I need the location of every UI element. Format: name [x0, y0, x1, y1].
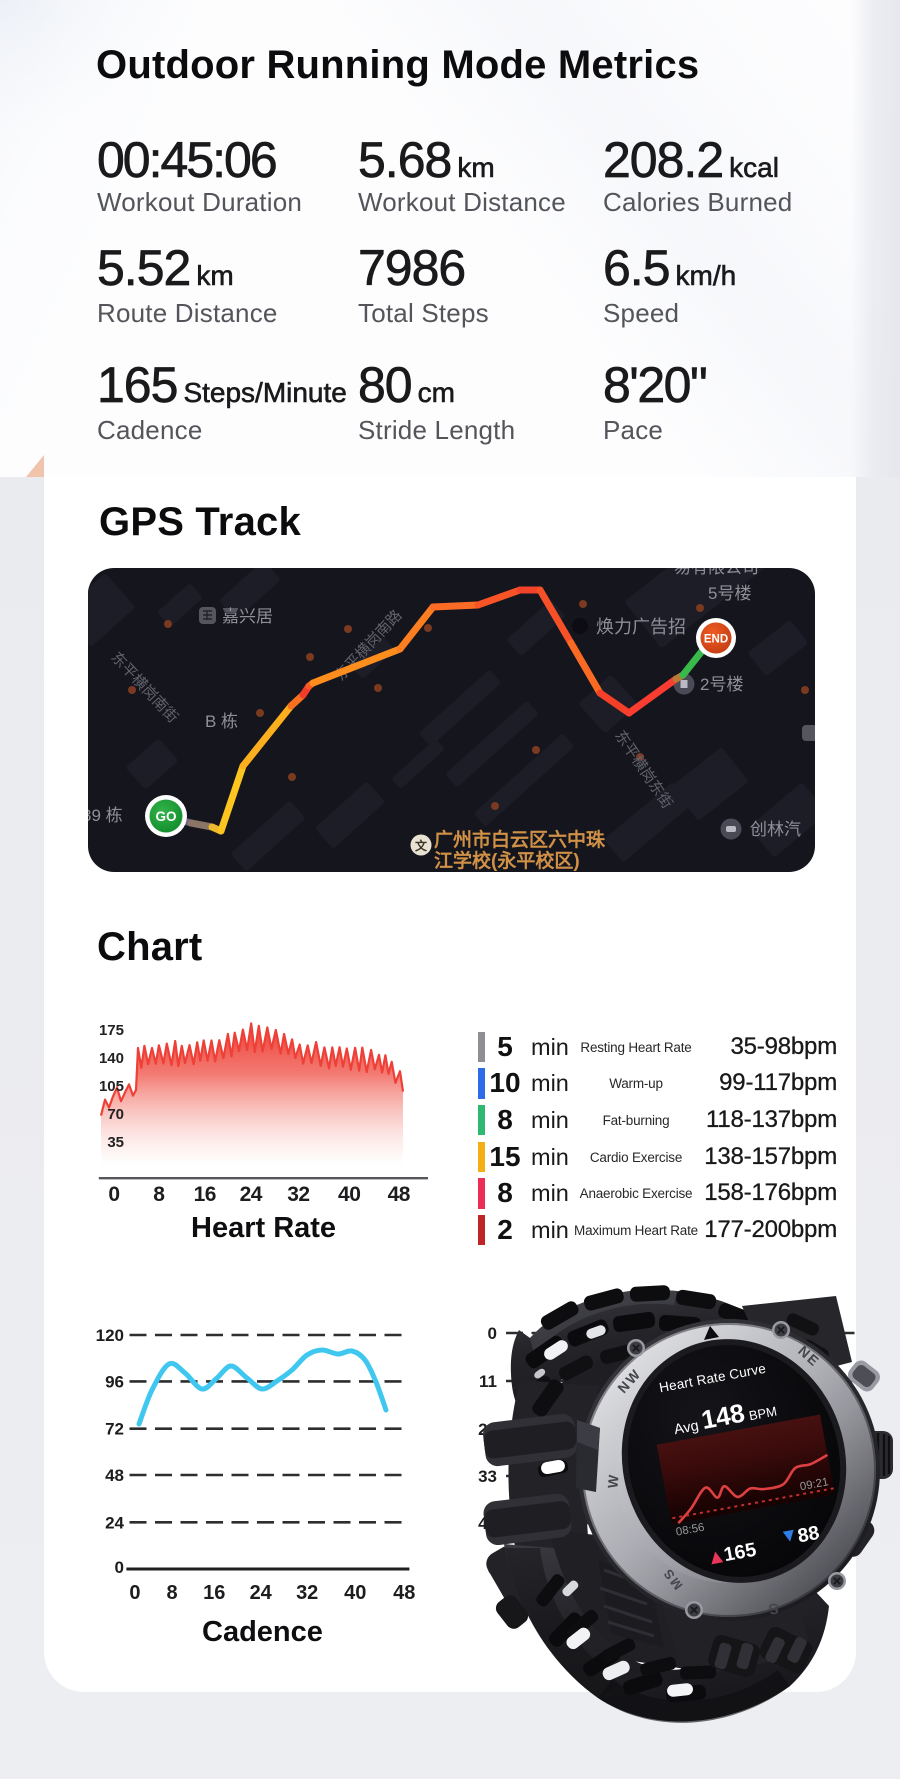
- svg-text:11: 11: [479, 1372, 497, 1391]
- svg-text:24: 24: [105, 1513, 124, 1532]
- svg-text:175: 175: [99, 1022, 124, 1039]
- svg-text:39 栋: 39 栋: [88, 806, 123, 825]
- svg-text:易有限公司: 易有限公司: [674, 568, 759, 577]
- svg-text:0: 0: [129, 1582, 140, 1604]
- svg-text:140: 140: [99, 1050, 124, 1067]
- svg-text:B 栋: B 栋: [205, 712, 238, 731]
- svg-text:48: 48: [388, 1183, 411, 1206]
- svg-text:文: 文: [415, 838, 428, 853]
- svg-text:0: 0: [115, 1558, 124, 1577]
- svg-text:8: 8: [166, 1582, 177, 1604]
- svg-text:32: 32: [287, 1183, 309, 1206]
- svg-text:70: 70: [107, 1106, 124, 1123]
- svg-text:W: W: [604, 1472, 621, 1489]
- svg-text:16: 16: [203, 1582, 225, 1604]
- svg-text:08:56: 08:56: [675, 1522, 705, 1539]
- svg-text:32: 32: [296, 1582, 318, 1604]
- svg-text:72: 72: [105, 1420, 124, 1439]
- svg-text:8: 8: [153, 1183, 165, 1206]
- svg-text:江学校(永平校区): 江学校(永平校区): [434, 849, 580, 872]
- svg-text:5号楼: 5号楼: [708, 584, 751, 603]
- svg-text:24: 24: [240, 1183, 263, 1206]
- svg-text:48: 48: [105, 1466, 124, 1485]
- svg-text:120: 120: [96, 1326, 124, 1345]
- svg-text:2号楼: 2号楼: [700, 675, 743, 694]
- svg-text:嘉兴居: 嘉兴居: [222, 607, 273, 626]
- svg-text:09:21: 09:21: [799, 1476, 829, 1493]
- svg-text:0: 0: [108, 1183, 119, 1206]
- svg-text:105: 105: [99, 1078, 124, 1095]
- svg-text:S: S: [765, 1599, 779, 1618]
- svg-text:40: 40: [338, 1183, 360, 1206]
- svg-text:焕力广告招: 焕力广告招: [596, 617, 686, 637]
- svg-text:24: 24: [250, 1582, 273, 1604]
- svg-text:广州市白云区六中珠: 广州市白云区六中珠: [434, 828, 606, 851]
- svg-text:END: END: [704, 634, 728, 646]
- svg-text:33: 33: [478, 1467, 497, 1486]
- svg-text:16: 16: [194, 1183, 216, 1206]
- svg-text:0: 0: [488, 1324, 497, 1343]
- svg-text:35: 35: [107, 1134, 124, 1151]
- svg-text:48: 48: [393, 1582, 415, 1604]
- svg-text:96: 96: [105, 1372, 124, 1391]
- svg-text:创林汽: 创林汽: [750, 820, 801, 839]
- svg-text:40: 40: [344, 1582, 366, 1604]
- svg-text:GO: GO: [155, 809, 176, 824]
